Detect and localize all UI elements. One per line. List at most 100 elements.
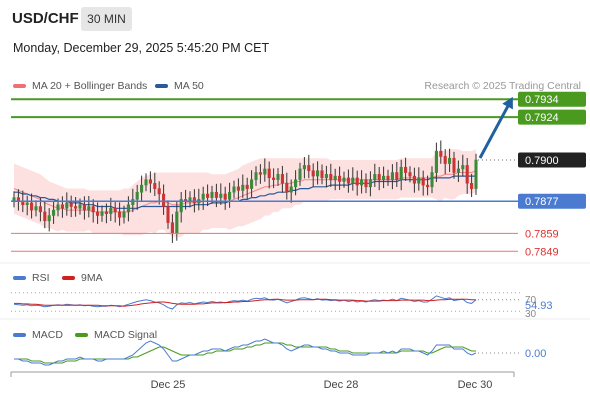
legend-macd-signal: MACD Signal xyxy=(75,329,157,341)
ma50-swatch xyxy=(155,84,168,89)
rsi-lower-tick: 30 xyxy=(525,309,537,320)
rsi-upper-tick: 70 xyxy=(525,295,537,306)
resistance-2-tag xyxy=(518,91,586,107)
support-2-value: 0.7849 xyxy=(525,246,559,258)
candle-body xyxy=(302,165,306,170)
candle-body xyxy=(201,193,205,200)
candle-body xyxy=(430,172,434,188)
macd-signal-line xyxy=(14,342,476,364)
candle-body xyxy=(404,166,408,173)
candle-body xyxy=(175,211,179,234)
candle-body xyxy=(377,174,381,180)
legend-rsi: RSI xyxy=(13,272,50,284)
rsi-ma-label: 9MA xyxy=(81,272,103,284)
candle-body xyxy=(382,175,386,180)
legend-ma50: MA 50 xyxy=(155,80,204,92)
candle-body xyxy=(91,206,95,213)
current-price-tag xyxy=(518,152,586,168)
pivot-value: 0.7877 xyxy=(525,196,559,208)
candle-body xyxy=(298,168,302,180)
resistance-1-tag xyxy=(518,109,586,125)
trend-arrow-head xyxy=(502,96,513,110)
candle-body xyxy=(399,166,403,180)
candle-body xyxy=(338,175,342,182)
candle-body xyxy=(34,206,38,211)
rsi-swatch xyxy=(13,276,26,281)
legend-ma20: MA 20 + Bollinger Bands xyxy=(13,80,147,92)
candle-body xyxy=(245,184,249,189)
candle-body xyxy=(289,186,293,193)
macd-signal-label: MACD Signal xyxy=(94,329,158,341)
candle-body xyxy=(241,184,245,191)
candle-body xyxy=(60,204,64,209)
candle-body xyxy=(285,183,289,193)
candle-body xyxy=(333,175,337,180)
candle-body xyxy=(30,202,34,211)
candle-body xyxy=(307,165,311,172)
candle-body xyxy=(395,172,399,180)
resistance-1-value: 0.7924 xyxy=(525,112,559,124)
price-panel xyxy=(12,140,478,243)
candle-body xyxy=(210,191,214,198)
current-price-value: 0.7900 xyxy=(525,155,559,167)
candle-body xyxy=(267,168,271,179)
candle-body xyxy=(236,186,240,191)
candle-body xyxy=(144,179,148,186)
candle-body xyxy=(47,215,51,222)
candle-body xyxy=(346,177,350,184)
candle-body xyxy=(228,191,232,200)
candle-body xyxy=(219,193,223,198)
candle-body xyxy=(272,177,276,180)
candle-body xyxy=(232,186,236,193)
candle-body xyxy=(223,193,227,200)
candle-body xyxy=(170,222,174,234)
candle-body xyxy=(276,174,280,180)
ma50-line xyxy=(14,175,476,209)
candle-body xyxy=(386,175,390,180)
candle-body xyxy=(78,204,82,209)
candle-body xyxy=(157,188,161,195)
candle-body xyxy=(351,177,355,184)
candle-body xyxy=(316,170,320,177)
rsi-label: RSI xyxy=(32,272,50,284)
candle-body xyxy=(148,179,152,184)
pivot-tag xyxy=(518,193,586,209)
candle-body xyxy=(56,204,60,211)
candle-body xyxy=(109,208,113,214)
candle-body xyxy=(166,206,170,223)
bollinger-band xyxy=(14,149,476,237)
candle-body xyxy=(320,170,324,179)
candle-body xyxy=(104,211,108,214)
candle-body xyxy=(342,177,346,182)
candle-body xyxy=(118,211,122,218)
candle-body xyxy=(311,170,315,177)
candle-body xyxy=(96,211,100,216)
candle-body xyxy=(452,157,456,173)
candle-body xyxy=(52,209,56,216)
candle-body xyxy=(373,174,377,180)
candle-body xyxy=(179,199,183,213)
candle-body xyxy=(412,175,416,184)
macd-panel xyxy=(14,338,520,366)
candle-body xyxy=(364,179,368,188)
candle-body xyxy=(126,204,130,213)
candle-body xyxy=(69,202,73,207)
candle-body xyxy=(355,177,359,186)
rsi-line xyxy=(13,295,477,310)
candle-body xyxy=(434,150,438,173)
research-credit: Research © 2025 Trading Central xyxy=(424,80,581,92)
rsi-value: 54.93 xyxy=(525,300,553,312)
candle-body xyxy=(206,193,210,198)
candle-body xyxy=(417,177,421,184)
candle-body xyxy=(65,202,69,209)
candle-body xyxy=(38,206,42,213)
timeframe-badge[interactable]: 30 MIN xyxy=(81,7,132,31)
candle-body xyxy=(100,211,104,216)
candle-body xyxy=(254,172,258,180)
candle-body xyxy=(87,206,91,211)
macd-label: MACD xyxy=(32,329,63,341)
candle-body xyxy=(162,193,166,207)
ma20-swatch xyxy=(13,84,26,89)
legend-rsi-ma: 9MA xyxy=(62,272,103,284)
